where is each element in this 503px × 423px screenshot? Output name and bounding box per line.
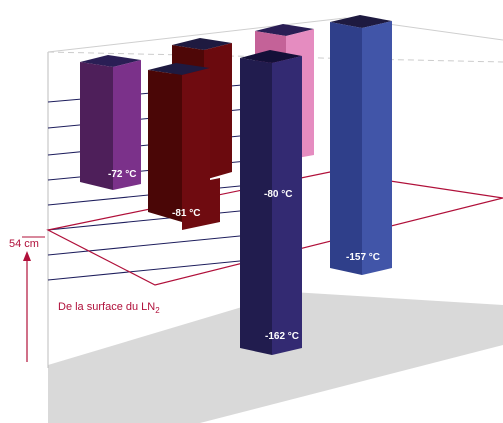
- reference-label-text: De la surface du LN: [58, 301, 155, 313]
- temp-label-navy: -80 °C: [264, 189, 292, 200]
- temp-label-darkred: -81 °C: [172, 208, 200, 219]
- height-marker-label: 54 cm: [9, 238, 39, 250]
- top-dashed-edge: [47, 51, 503, 63]
- height-arrow-head: [23, 251, 31, 261]
- column-navy: [240, 50, 302, 355]
- top-edge-left: [47, 17, 346, 53]
- ln2-surface-plane: [46, 171, 503, 286]
- temp-label-blue: -157 °C: [346, 252, 380, 263]
- reference-label-subscript: 2: [155, 306, 160, 315]
- reference-label: De la surface du LN2: [58, 301, 160, 315]
- column-blue: [330, 15, 392, 275]
- column-purple: [80, 55, 141, 190]
- temp-label-navy-bottom: -162 °C: [265, 331, 299, 342]
- floor-shadow: [48, 292, 503, 423]
- temp-label-purple: -72 °C: [108, 169, 136, 180]
- column-darkred: [148, 63, 220, 230]
